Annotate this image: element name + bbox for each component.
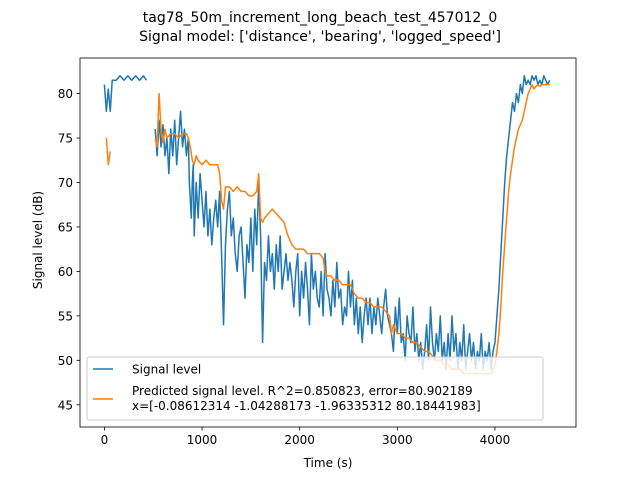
chart-title: tag78_50m_increment_long_beach_test_4570…	[143, 10, 497, 26]
x-tick-label: 0	[101, 433, 109, 447]
axes-layer: 0 1000 2000 3000 4000 45 50 55 60 65 70 75 80	[58, 57, 577, 447]
y-tick-label: 60	[58, 265, 73, 279]
legend-label-1: Signal level	[132, 363, 201, 377]
x-tick-label: 1000	[187, 433, 218, 447]
x-axis-label: Time (s)	[303, 456, 353, 470]
y-tick-label: 50	[58, 354, 73, 368]
y-tick-label: 70	[58, 176, 73, 190]
y-tick-label: 65	[58, 220, 73, 234]
series-line-2	[105, 83, 550, 375]
plot-frame	[79, 57, 577, 428]
x-tick-label: 4000	[480, 433, 511, 447]
y-axis-label: Signal level (dB)	[31, 191, 45, 289]
legend-label-2-line: Predicted signal level. R^2=0.850823, er…	[132, 384, 473, 398]
x-tick-label: 2000	[284, 433, 315, 447]
y-tick-label: 75	[58, 132, 73, 146]
legend: Signal level Predicted signal level. R^2=…	[86, 356, 544, 421]
y-tick-label: 80	[58, 87, 73, 101]
x-tick-label: 3000	[382, 433, 413, 447]
y-tick-label: 45	[58, 398, 73, 412]
legend-box	[86, 356, 544, 421]
legend-label-2: Predicted signal level. R^2=0.850823, er…	[132, 384, 481, 413]
legend-label-2-line: x=[-0.08612314 -1.04288173 -1.96335312 8…	[132, 399, 481, 413]
y-tick-label: 55	[58, 309, 73, 323]
chart-subtitle: Signal model: ['distance', 'bearing', 'l…	[139, 29, 501, 45]
